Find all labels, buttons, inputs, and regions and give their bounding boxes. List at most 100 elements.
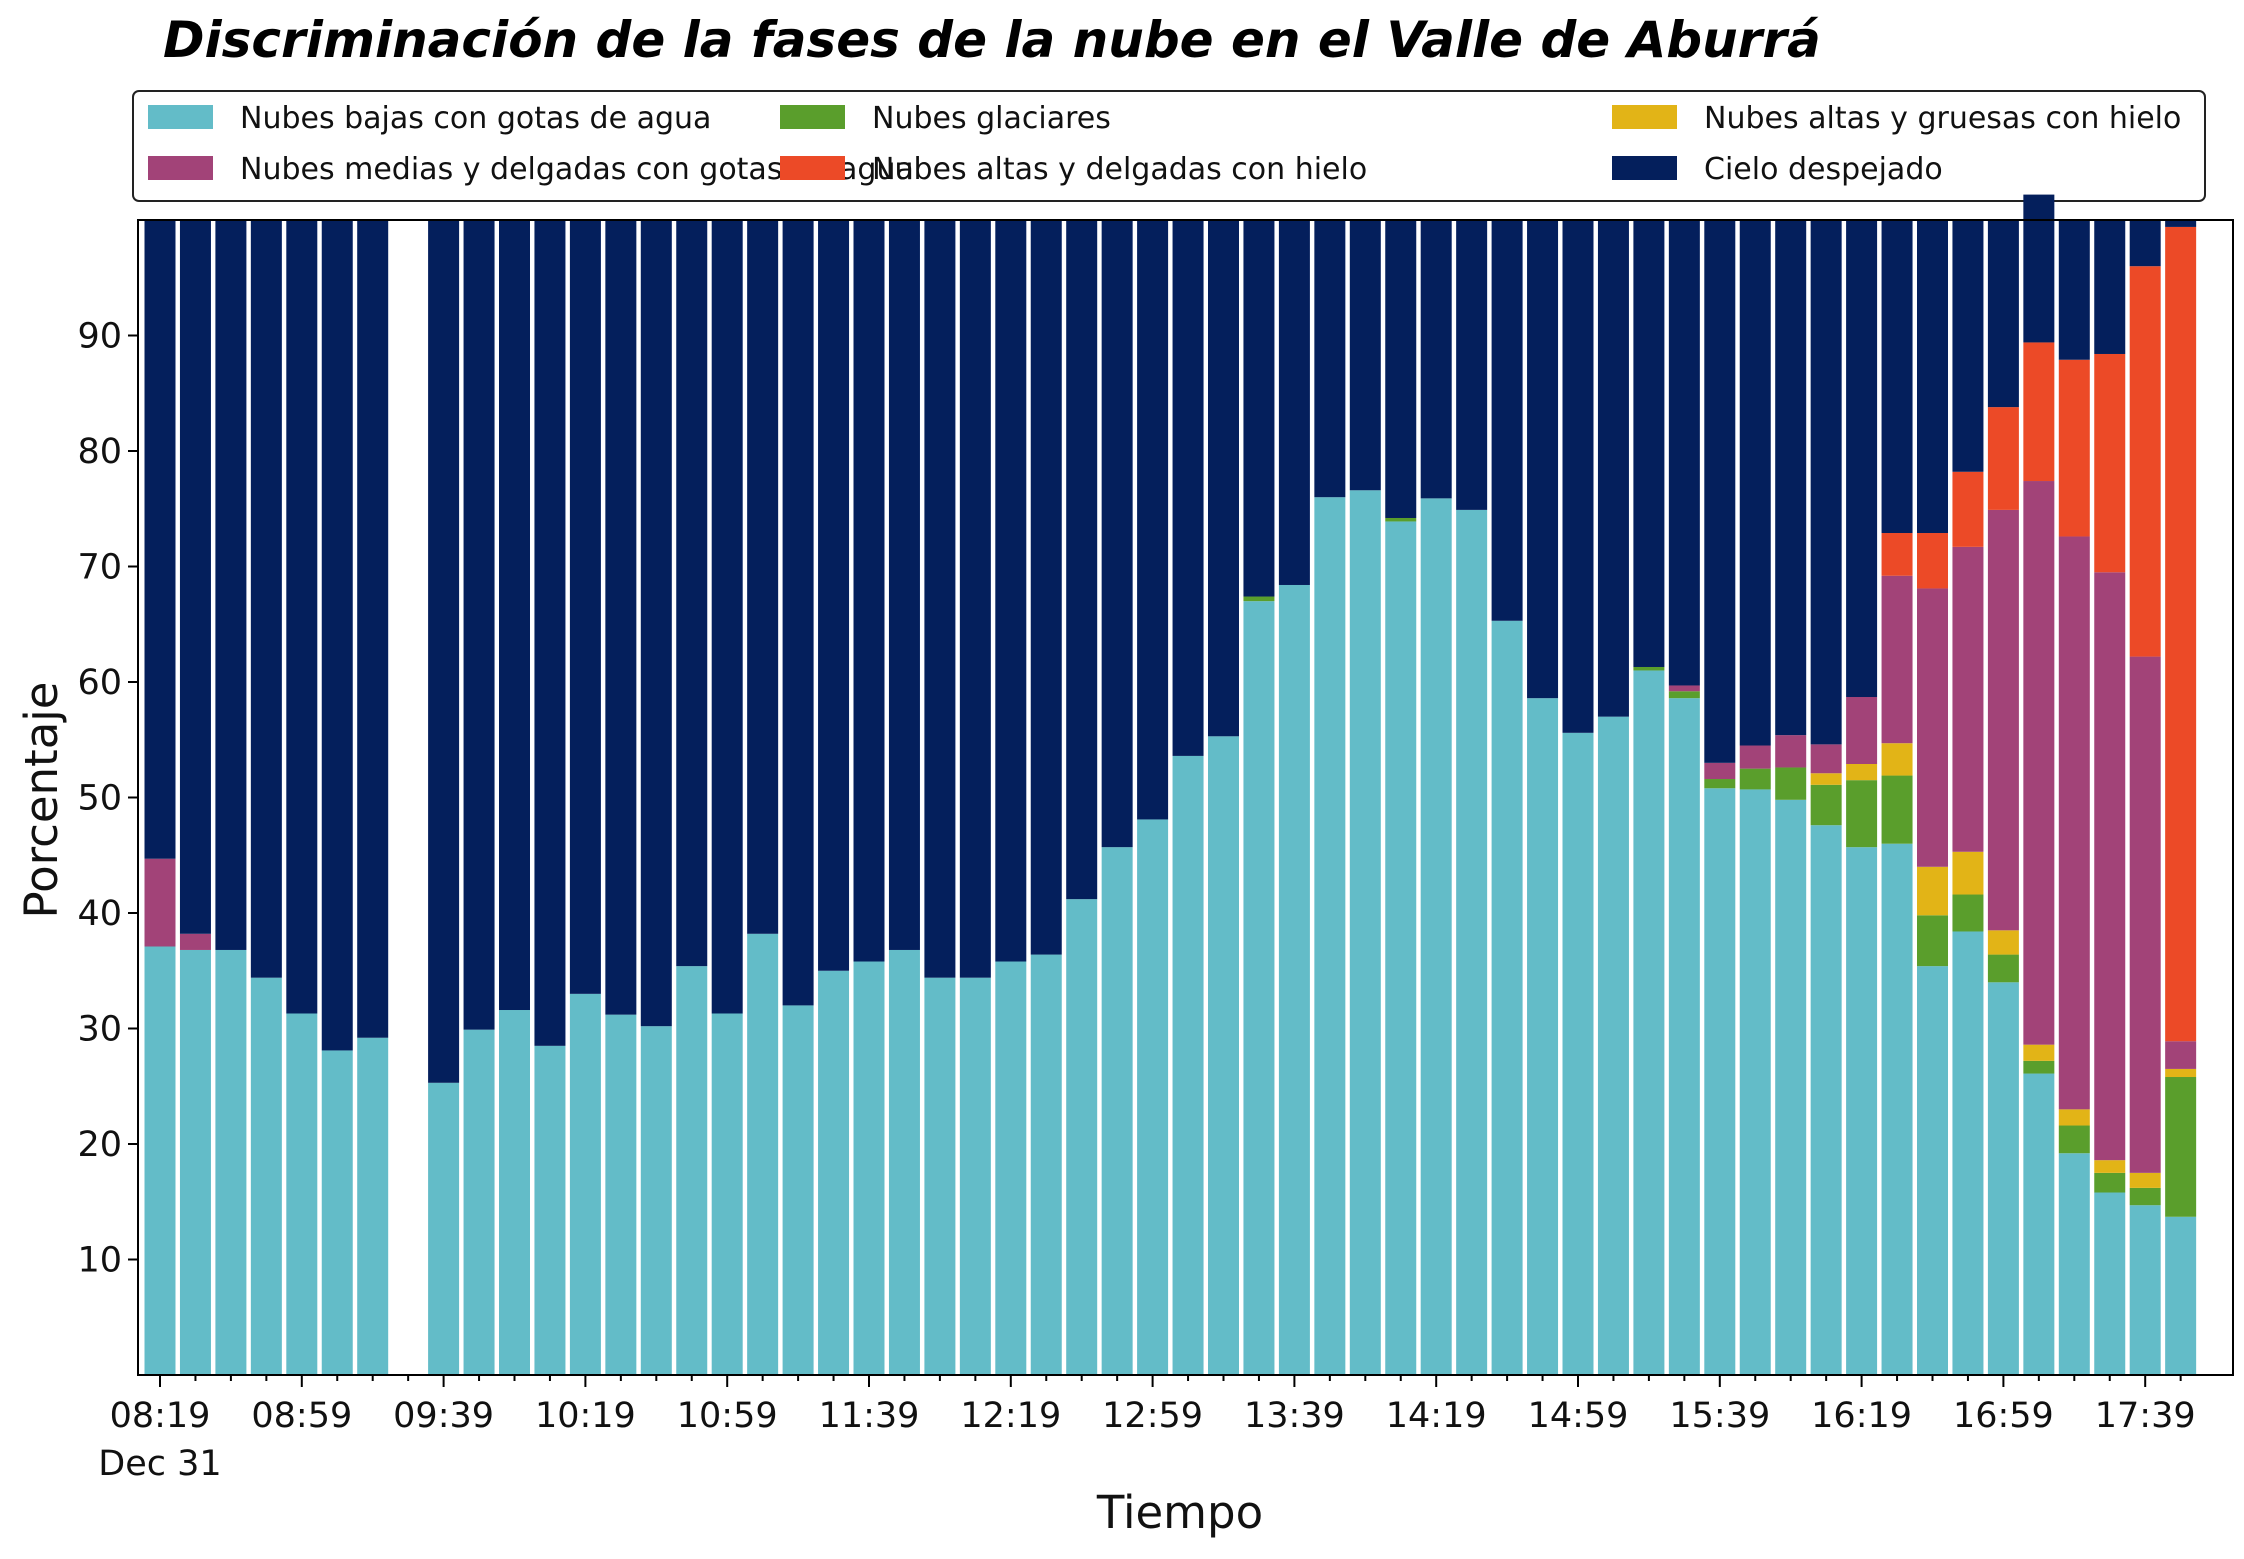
bar-segment bbox=[711, 1013, 743, 1375]
y-tick-label: 30 bbox=[77, 1010, 122, 1050]
bar-segment bbox=[463, 1029, 495, 1375]
bar-segment bbox=[179, 949, 211, 1375]
bar-segment bbox=[1668, 685, 1700, 692]
bar-segment bbox=[1846, 847, 1878, 1375]
legend-swatch bbox=[780, 105, 845, 129]
legend-swatch bbox=[780, 156, 845, 180]
bar-segment bbox=[179, 933, 211, 950]
bar-segment bbox=[2094, 353, 2126, 573]
bar-segment bbox=[1775, 220, 1807, 736]
bar-segment bbox=[215, 949, 247, 1375]
bar-segment bbox=[2129, 1172, 2161, 1188]
bar-segment bbox=[2165, 226, 2197, 1042]
bar-segment bbox=[676, 966, 708, 1375]
bar-segment bbox=[1385, 220, 1417, 518]
legend-swatch bbox=[148, 156, 213, 180]
bar-segment bbox=[2129, 656, 2161, 1173]
bar-segment bbox=[1385, 521, 1417, 1375]
bar-segment bbox=[1987, 407, 2019, 510]
bar-segment bbox=[1633, 666, 1665, 671]
bar-segment bbox=[924, 977, 956, 1375]
bar-segment bbox=[1987, 954, 2019, 983]
bar-segment bbox=[215, 220, 247, 950]
x-tick-label: 12:19 bbox=[960, 1396, 1061, 1436]
bar-segment bbox=[1137, 819, 1169, 1375]
bar-segment bbox=[1066, 899, 1098, 1375]
bar-segment bbox=[1527, 220, 1559, 699]
plot-area: 10 20 30 40 50 60 70 80 90 08:19 08:59 09:39 10:19 10… bbox=[77, 194, 2234, 1484]
bar-segment bbox=[1810, 744, 1842, 774]
bar-segment bbox=[1917, 866, 1948, 916]
bar-segment bbox=[1881, 575, 1913, 744]
bar-segment bbox=[499, 1010, 530, 1375]
bar-segment bbox=[357, 1037, 389, 1375]
bar-segment bbox=[1987, 982, 2019, 1375]
bar-segment bbox=[357, 220, 389, 1038]
bar-segment bbox=[2129, 1187, 2161, 1206]
bar-segment bbox=[1597, 716, 1629, 1375]
x-tick-label: 16:19 bbox=[1811, 1396, 1912, 1436]
bar-segment bbox=[1668, 220, 1700, 686]
bar-segment bbox=[1987, 220, 2019, 408]
bar-segment bbox=[1952, 851, 1984, 895]
bar-segment bbox=[1491, 220, 1523, 621]
bar-segment bbox=[1633, 220, 1665, 667]
bar-segment bbox=[782, 1005, 814, 1375]
bar-segment bbox=[853, 961, 885, 1375]
bar-segment bbox=[1917, 220, 1948, 534]
bar-segment bbox=[1208, 220, 1239, 737]
bar-segment bbox=[1810, 220, 1842, 745]
bar-segment bbox=[179, 220, 211, 934]
bar-segment bbox=[1137, 220, 1169, 820]
bar-segment bbox=[1278, 220, 1310, 585]
bar-segment bbox=[2023, 481, 2055, 1045]
bar-segment bbox=[2129, 220, 2161, 267]
bar-segment bbox=[1633, 670, 1665, 1375]
bar-segment bbox=[1101, 220, 1133, 848]
bar-segment bbox=[1846, 697, 1878, 764]
bar-segment bbox=[569, 220, 601, 994]
bar-segment bbox=[1491, 620, 1523, 1375]
bar-segment bbox=[1846, 220, 1878, 698]
bar-segment bbox=[1987, 509, 2019, 931]
bar-segment bbox=[1030, 954, 1062, 1375]
bar-segment bbox=[2023, 342, 2055, 482]
bar-segment bbox=[1881, 220, 1913, 534]
x-tick-label: 15:39 bbox=[1669, 1396, 1770, 1436]
bar-segment bbox=[2094, 1160, 2126, 1173]
y-tick-label: 80 bbox=[77, 432, 122, 472]
bar-segment bbox=[1456, 220, 1488, 510]
bar-segment bbox=[605, 220, 637, 1015]
bar-segment bbox=[1420, 498, 1452, 1375]
bar-segment bbox=[321, 1050, 353, 1375]
bar-segment bbox=[782, 220, 814, 1006]
bar-segment bbox=[1917, 588, 1948, 867]
y-tick-label: 70 bbox=[77, 548, 122, 588]
bar-segment bbox=[995, 220, 1027, 962]
bar-segment bbox=[1704, 220, 1736, 763]
bar-segment bbox=[428, 1082, 460, 1375]
bar-segment bbox=[1704, 762, 1736, 780]
bar-segment bbox=[1668, 698, 1700, 1375]
x-tick-label: 10:59 bbox=[677, 1396, 778, 1436]
bar-segment bbox=[959, 977, 991, 1375]
bar-segment bbox=[2129, 1205, 2161, 1375]
bar-segment bbox=[747, 933, 779, 1375]
bar-segment bbox=[640, 1026, 672, 1375]
bar-segment bbox=[1810, 825, 1842, 1375]
bar-segment bbox=[995, 961, 1027, 1375]
x-tick-label: 17:39 bbox=[2095, 1396, 2196, 1436]
bar-segment bbox=[1456, 509, 1488, 1375]
bar-segment bbox=[569, 993, 601, 1375]
bar-segment bbox=[1917, 966, 1948, 1375]
bar-segment bbox=[1597, 220, 1629, 717]
legend: Nubes bajas con gotas de agua Nubes glaci… bbox=[132, 90, 2206, 202]
legend-label: Nubes bajas con gotas de agua bbox=[240, 101, 711, 136]
bar-segment bbox=[250, 977, 282, 1375]
bar-segment bbox=[1243, 601, 1275, 1375]
bar-segment bbox=[1987, 930, 2019, 955]
bar-segment bbox=[1952, 471, 1984, 547]
bar-segment bbox=[286, 1013, 318, 1375]
bar-segment bbox=[818, 220, 850, 971]
bar-segment bbox=[711, 220, 743, 1014]
